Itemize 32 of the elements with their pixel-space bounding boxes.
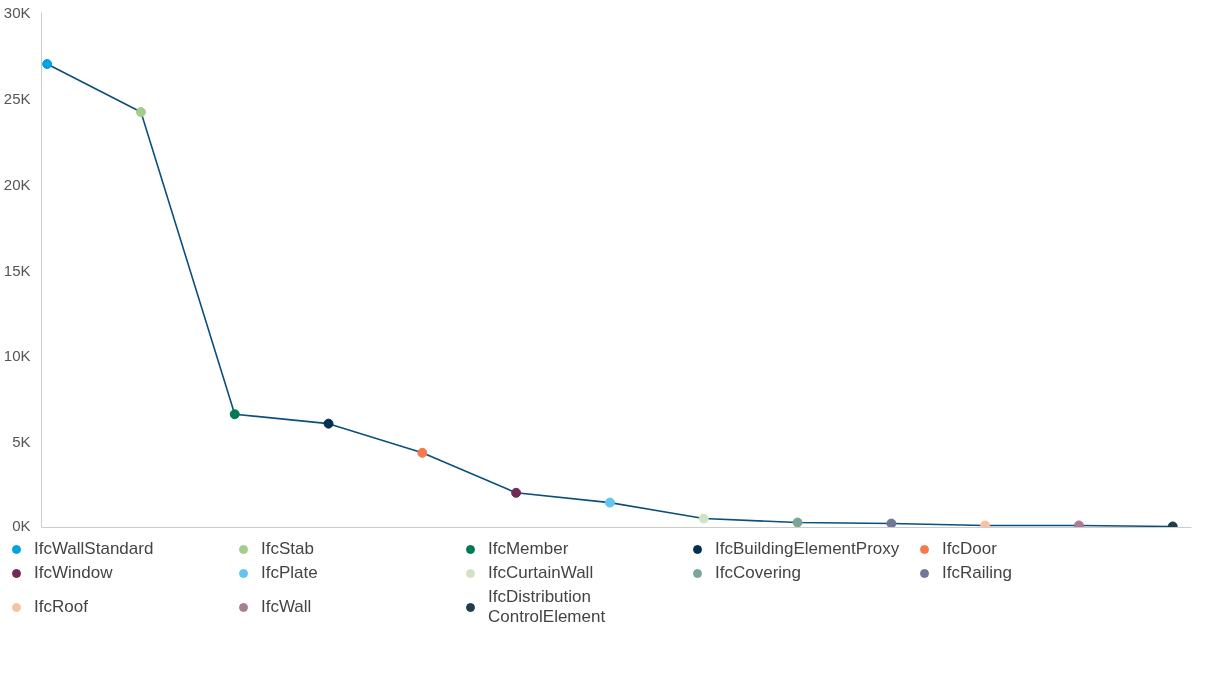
legend-label: IfcPlate <box>261 563 319 583</box>
point <box>980 520 991 528</box>
point <box>229 409 240 420</box>
point <box>42 59 53 69</box>
point <box>323 418 334 429</box>
legend-label: IfcRailing <box>942 563 1013 583</box>
y-tick-label: 30K <box>3 4 31 21</box>
y-tick-label: 5K <box>12 433 31 451</box>
y-tick-label: 20K <box>3 175 31 193</box>
y-tick-label: 25K <box>3 89 31 107</box>
point <box>604 497 615 508</box>
legend-label: IfcDistributionControlElement <box>488 587 607 627</box>
point <box>792 517 803 528</box>
legend-label: IfcWallStandard <box>34 539 155 559</box>
point <box>511 487 522 498</box>
point <box>886 518 897 528</box>
point <box>698 513 709 524</box>
legend-label: IfcCurtainWall <box>488 563 595 583</box>
legend-label: IfcCovering <box>715 563 802 583</box>
legend-label: IfcMember <box>488 539 570 559</box>
legend-label: IfcRoof <box>34 597 89 617</box>
y-tick-label: 15K <box>3 261 31 279</box>
legend-label: IfcWall <box>261 597 313 617</box>
point <box>1073 520 1084 528</box>
point <box>135 107 146 118</box>
legend-label: IfcWindow <box>34 563 114 583</box>
legend-label: IfcDoor <box>942 539 998 559</box>
point <box>417 447 428 458</box>
legend-label: IfcStab <box>261 539 315 559</box>
y-tick-label: 0K <box>12 516 31 534</box>
y-tick-label: 10K <box>3 347 31 365</box>
legend-label: IfcBuildingElementProxy <box>715 539 901 559</box>
